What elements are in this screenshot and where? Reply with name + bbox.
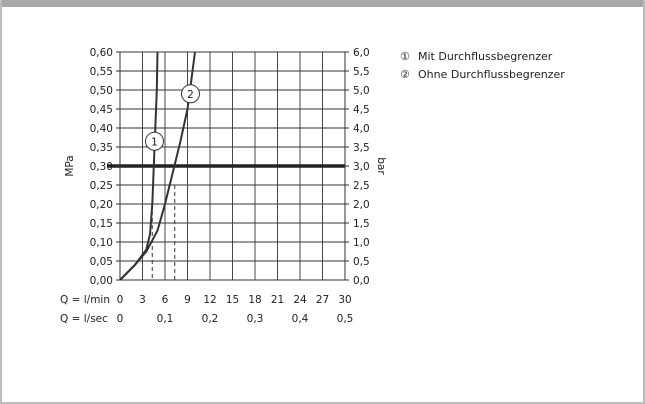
axis-labels: 0,00 0,00,05 0,50,10 1,00,15 1,50,20 2,00,25 2… [60,47,387,325]
right-tick-label: 5,0 [353,85,370,97]
x-tick-label-lmin: 9 [184,294,191,306]
plot-frame [119,51,346,281]
x-axis-label-lmin: Q = l/min [60,294,110,306]
x-tick-label-lmin: 0 [117,294,124,306]
right-tick-label: 1,0 [353,237,370,249]
top-bar [0,0,645,7]
x-tick-label-lmin: 3 [139,294,146,306]
series-marker-circle-2 [181,84,200,104]
left-tick-label: 0,60 [90,47,113,59]
legend-label: Ohne Durchflussbegrenzer [418,68,565,81]
x-tick-label-lmin: 27 [316,294,329,306]
x-tick-label-lmin: 6 [162,294,169,306]
right-tick-label: 5,5 [353,66,370,78]
left-tick-label: 0,25 [90,180,113,192]
series-group: 12 [119,51,200,281]
x-tick-label-lmin: 21 [271,294,284,306]
series-curve-2 [119,51,196,281]
right-tick-label: 0,5 [353,256,370,268]
right-tick-label: 4,5 [353,104,370,116]
left-tick-label: 0,00 [90,275,113,287]
axes [116,51,349,281]
x-tick-label-lsec: 0,2 [202,313,219,325]
legend-symbol: ① [400,50,410,63]
left-tick-label: 0,45 [90,104,113,116]
x-tick-label-lsec: 0,5 [337,313,354,325]
series-marker-label-1: 1 [151,136,158,148]
right-tick-label: 0,0 [353,275,370,287]
legend: ① Mit Durchflussbegrenzer ② Ohne Durchfluss… [400,50,565,81]
right-tick-label: 3,5 [353,142,370,154]
left-tick-label: 0,30 [90,161,113,173]
series-marker-label-2: 2 [187,89,194,101]
x-tick-label-lsec: 0,4 [292,313,309,325]
right-tick-label: 2,0 [353,199,370,211]
left-tick-label: 0,40 [90,123,113,135]
right-tick-label: 3,0 [353,161,370,173]
x-tick-label-lmin: 30 [338,294,351,306]
left-tick-label: 0,20 [90,199,113,211]
x-tick-label-lmin: 12 [203,294,216,306]
right-axis-title: bar [375,157,387,175]
left-tick-label: 0,35 [90,142,113,154]
left-tick-label: 0,10 [90,237,113,249]
left-tick-label: 0,15 [90,218,113,230]
x-tick-label-lmin: 15 [226,294,239,306]
series-marker-circle-1 [145,131,164,151]
x-tick-label-lsec: 0 [117,313,124,325]
left-tick-label: 0,05 [90,256,113,268]
right-tick-label: 1,5 [353,218,370,230]
left-tick-label: 0,50 [90,85,113,97]
x-tick-label-lmin: 24 [293,294,307,306]
x-axis-label-lsec: Q = l/sec [60,313,108,325]
x-tick-label-lsec: 0,1 [157,313,174,325]
right-tick-label: 6,0 [353,47,370,59]
legend-symbol: ② [400,68,410,81]
x-tick-label-lmin: 18 [248,294,261,306]
right-tick-label: 4,0 [353,123,370,135]
legend-label: Mit Durchflussbegrenzer [418,50,553,63]
x-tick-label-lsec: 0,3 [247,313,264,325]
left-axis-title: MPa [64,155,76,176]
left-tick-label: 0,55 [90,66,113,78]
right-tick-label: 2,5 [353,180,370,192]
